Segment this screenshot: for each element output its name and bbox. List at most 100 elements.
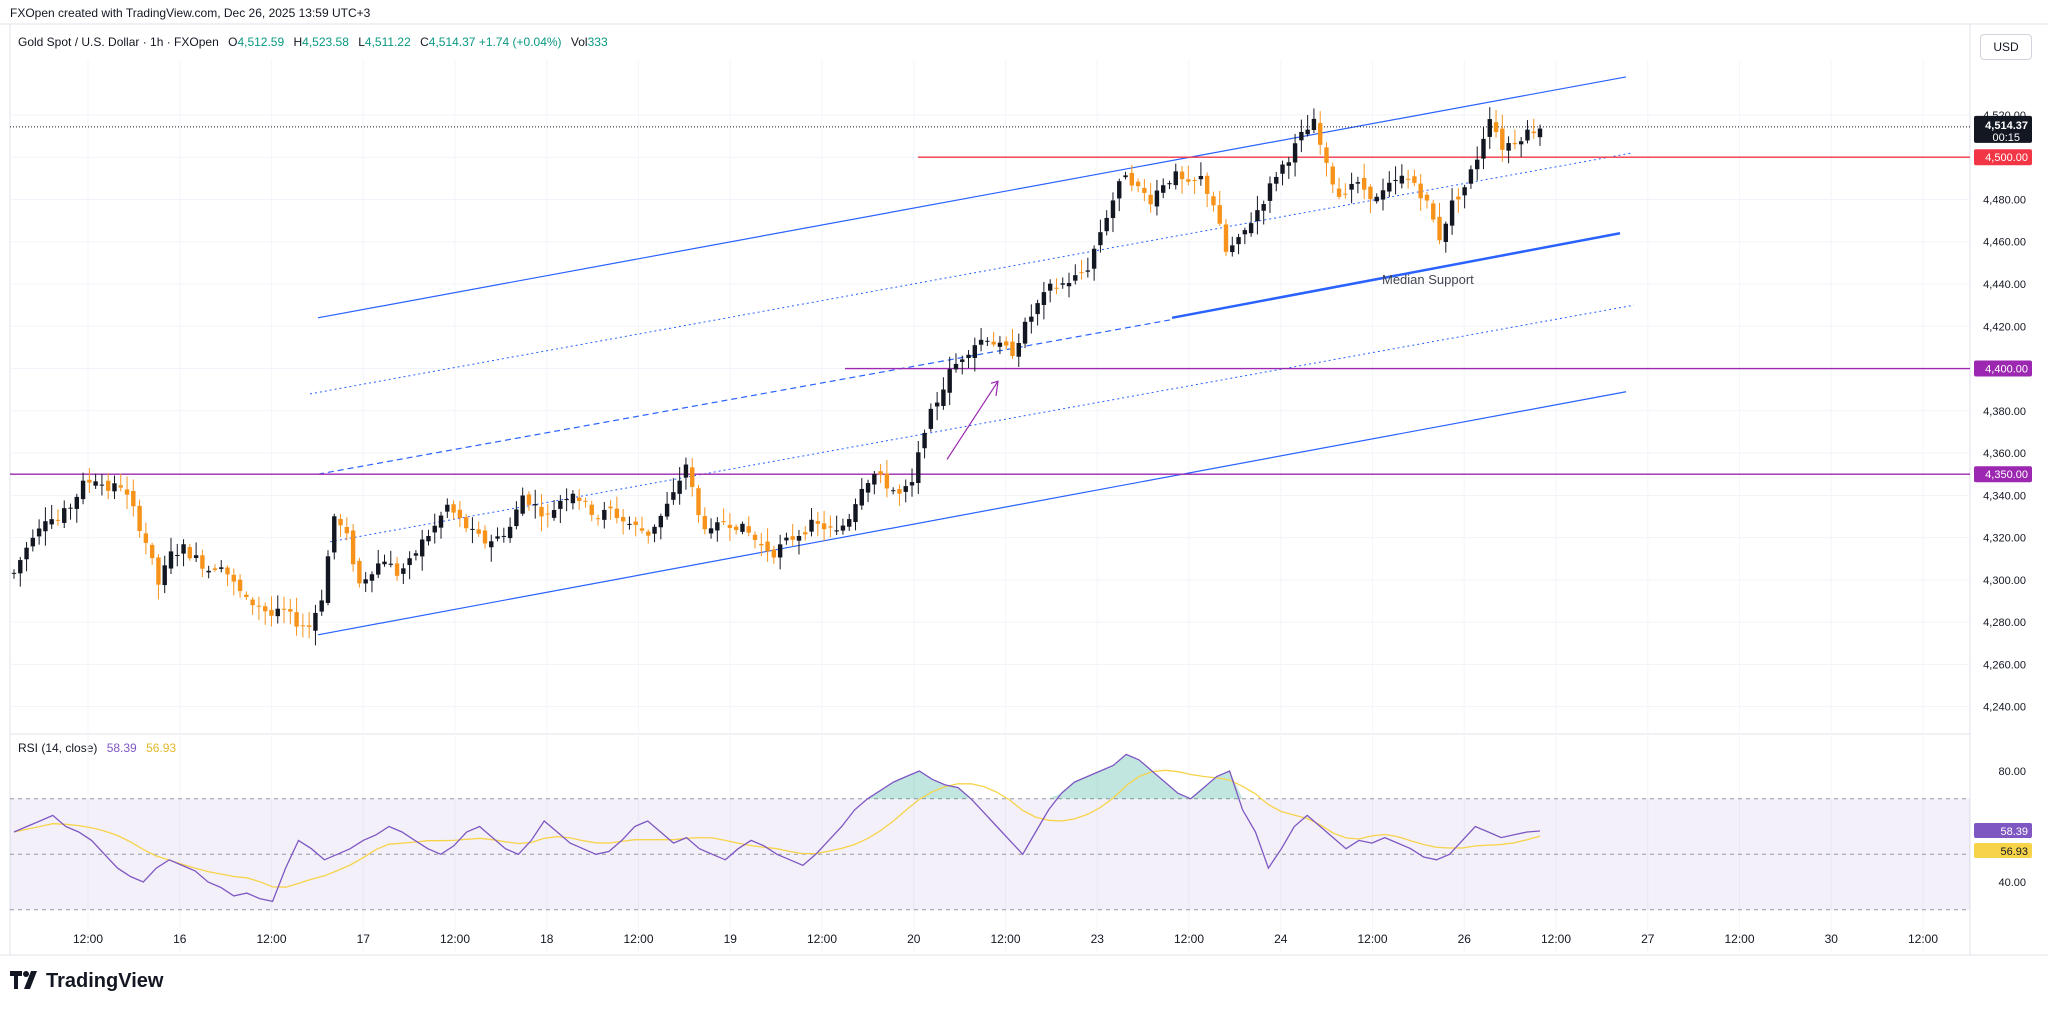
candle-body: [394, 563, 400, 576]
candle-body: [74, 496, 79, 509]
level-label-4400: 4,400.00: [1985, 364, 2028, 376]
candle-body: [690, 467, 695, 487]
open-value: 4,512.59: [237, 35, 285, 49]
candle-body: [646, 531, 651, 536]
candle-body: [828, 526, 833, 528]
time-tick-label: 17: [357, 932, 371, 946]
price-tick-label: 4,300.00: [1983, 575, 2026, 587]
candle-body: [1230, 245, 1235, 253]
candle-body: [1537, 128, 1543, 138]
candle-body: [1035, 303, 1040, 315]
rsi-overbought-fill: [14, 754, 1540, 799]
candle-body: [193, 555, 199, 559]
candle-body: [551, 510, 557, 518]
candle-body: [1462, 187, 1467, 196]
candle-body: [1117, 181, 1122, 199]
candle-body: [847, 519, 852, 527]
candle-body: [1060, 283, 1065, 285]
candle-body: [1135, 181, 1141, 187]
candle-body: [1456, 196, 1461, 200]
candle-body: [332, 516, 337, 553]
tradingview-logo-icon: [10, 971, 37, 989]
candle-body: [49, 519, 54, 525]
candle-body: [978, 339, 984, 345]
candle-body: [715, 522, 720, 531]
candle-body: [1223, 224, 1229, 252]
candle-body: [583, 500, 588, 502]
candle-body: [878, 471, 883, 475]
symbol-name: Gold Spot / U.S. Dollar · 1h · FXOpen: [18, 35, 219, 49]
candle-body: [507, 526, 513, 539]
time-tick-label: 30: [1825, 932, 1839, 946]
candle-body: [865, 483, 871, 493]
candle-body: [325, 556, 331, 603]
candle-body: [1204, 175, 1210, 194]
candle-body: [1380, 190, 1386, 200]
candle-body: [369, 574, 375, 581]
candle-body: [1343, 193, 1348, 195]
candle-body: [244, 594, 249, 597]
candle-body: [1186, 179, 1191, 182]
candle-body: [890, 490, 896, 492]
candle-body: [1085, 270, 1091, 272]
candle-body: [1355, 182, 1361, 184]
candle-body: [671, 492, 676, 500]
candle-body: [457, 509, 463, 519]
candle-body: [1475, 159, 1480, 170]
candle-body: [796, 536, 802, 541]
candle-body: [275, 608, 280, 617]
candle-body: [539, 506, 544, 517]
candle-body: [112, 483, 117, 492]
time-tick-label: 12:00: [1724, 932, 1754, 946]
candle-body: [219, 567, 224, 569]
level-label-4350: 4,350.00: [1985, 469, 2028, 481]
candle-body: [470, 528, 475, 530]
time-tick-label: 12:00: [440, 932, 470, 946]
tradingview-logo: TradingView: [10, 970, 163, 993]
currency-button[interactable]: USD: [1980, 34, 2032, 60]
candle-body: [1405, 178, 1411, 180]
candle-body: [1198, 175, 1204, 180]
candle-body: [62, 508, 67, 523]
candle-body: [985, 340, 990, 342]
candle-body: [1261, 204, 1266, 211]
candle-body: [288, 609, 293, 612]
candle-body: [1305, 129, 1310, 135]
candle-body: [1104, 217, 1109, 232]
candle-body: [250, 599, 255, 606]
candle-body: [1129, 172, 1135, 186]
candle-body: [451, 504, 456, 513]
candle-body: [759, 543, 764, 546]
candle-body: [1361, 177, 1367, 190]
candle-body: [1236, 237, 1241, 245]
candle-body: [1274, 176, 1279, 184]
time-tick-label: 12:00: [1357, 932, 1387, 946]
candle-body: [664, 503, 670, 517]
candle-body: [43, 521, 48, 532]
time-tick-label: 12:00: [990, 932, 1020, 946]
candle-body: [1242, 230, 1248, 235]
candle-body: [432, 525, 437, 533]
candle-body: [1468, 169, 1474, 184]
candle-body: [1318, 123, 1323, 145]
price-tick-label: 4,460.00: [1983, 237, 2026, 249]
candle-body: [131, 491, 136, 507]
candle-body: [1110, 200, 1116, 219]
time-tick-label: 12:00: [1174, 932, 1204, 946]
candle-body: [909, 482, 915, 486]
price-tick-label: 4,340.00: [1983, 490, 2026, 502]
candle-body: [294, 612, 299, 627]
candle-body: [1154, 190, 1160, 207]
candle-body: [489, 541, 494, 548]
candle-body: [1248, 223, 1254, 234]
candle-body: [602, 509, 607, 520]
candle-body: [30, 537, 36, 547]
candle-body: [495, 536, 500, 539]
price-tick-label: 4,280.00: [1983, 617, 2026, 629]
low-value: 4,511.22: [364, 35, 411, 49]
candle-body: [212, 568, 218, 570]
candle-body: [401, 568, 406, 574]
candle-body: [181, 544, 186, 554]
rsi-ma-value: 56.93: [146, 741, 177, 755]
